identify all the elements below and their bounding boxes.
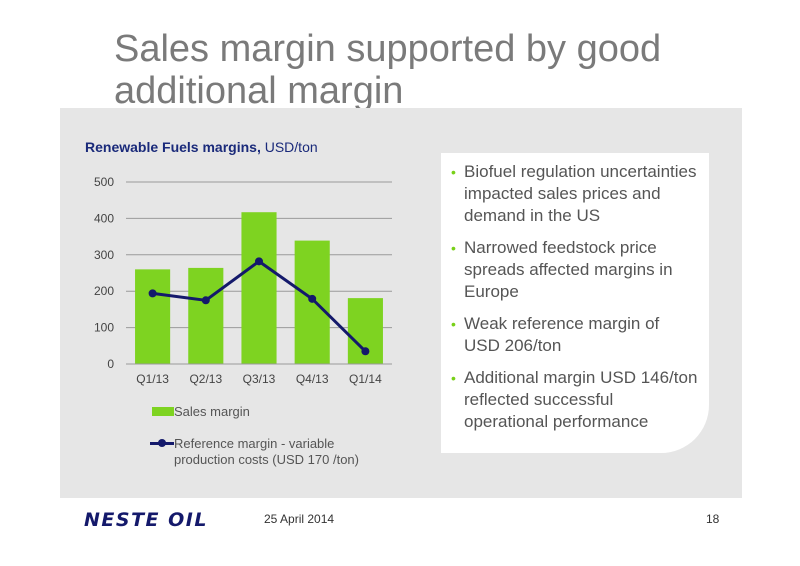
y-tick-label: 200 <box>94 284 114 298</box>
y-tick-label: 0 <box>107 357 114 371</box>
bar <box>241 212 277 364</box>
bar <box>188 267 224 364</box>
reference-margin-point <box>361 347 370 356</box>
chart-title: Renewable Fuels margins, USD/ton <box>85 139 318 155</box>
svg-text:NESTE OIL: NESTE OIL <box>84 509 208 530</box>
neste-oil-logo: NESTE OIL <box>84 508 224 535</box>
reference-margin-point <box>201 296 210 305</box>
reference-margin-point <box>308 294 317 303</box>
chart-title-unit: USD/ton <box>260 139 318 155</box>
bullet-text: Biofuel regulation uncertainties impacte… <box>464 162 697 225</box>
bullet-dot-icon: • <box>451 240 456 256</box>
bullet-item: • Additional margin USD 146/ton reflected… <box>451 367 699 433</box>
bullet-text: Additional margin USD 146/ton reflected … <box>464 368 698 431</box>
slide-date: 25 April 2014 <box>264 512 335 526</box>
legend-marker-swatch <box>158 439 166 447</box>
x-tick-label: Q3/13 <box>243 372 276 386</box>
reference-margin-point <box>148 289 157 298</box>
bullet-dot-icon: • <box>451 164 456 180</box>
bullet-item: • Biofuel regulation uncertainties impact… <box>451 161 699 227</box>
bullet-item: • Narrowed feedstock price spreads affect… <box>451 237 699 303</box>
y-tick-label: 500 <box>94 175 114 189</box>
bullet-text: Narrowed feedstock price spreads affecte… <box>464 238 673 301</box>
y-tick-label: 300 <box>94 248 114 262</box>
bullet-text: Weak reference margin of USD 206/ton <box>464 314 660 355</box>
y-tick-label: 400 <box>94 211 114 225</box>
chart-title-bold: Renewable Fuels margins, <box>85 139 261 155</box>
x-tick-label: Q1/14 <box>349 372 382 386</box>
bullet-list: • Biofuel regulation uncertainties impact… <box>451 161 699 433</box>
x-tick-label: Q4/13 <box>296 372 329 386</box>
y-tick-label: 100 <box>94 321 114 335</box>
bullet-box: • Biofuel regulation uncertainties impact… <box>441 153 709 453</box>
bullet-item: • Weak reference margin of USD 206/ton <box>451 313 699 357</box>
legend-label-sales-margin: Sales margin <box>174 404 250 419</box>
x-tick-label: Q2/13 <box>189 372 222 386</box>
legend-bar-swatch <box>152 407 174 416</box>
bullet-dot-icon: • <box>451 316 456 332</box>
bullet-dot-icon: • <box>451 370 456 386</box>
page-number: 18 <box>706 512 720 526</box>
x-tick-label: Q1/13 <box>136 372 169 386</box>
legend-label-reference-margin: Reference margin - variable production c… <box>174 436 359 467</box>
reference-margin-point <box>255 257 263 266</box>
slide-title: Sales margin supported by good additiona… <box>114 28 662 112</box>
neste-oil-logo-mark: NESTE OIL <box>84 509 208 531</box>
bar <box>135 269 171 364</box>
